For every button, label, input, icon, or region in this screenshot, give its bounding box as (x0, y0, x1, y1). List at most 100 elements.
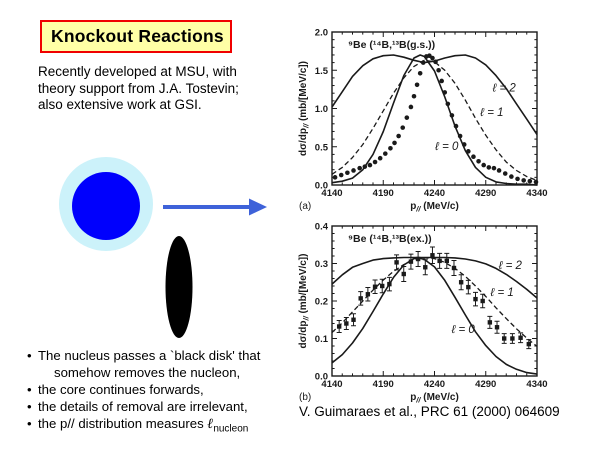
data-point (365, 292, 371, 297)
data-point (401, 271, 406, 277)
data-point (439, 78, 444, 84)
data-point (476, 158, 481, 164)
data-point (466, 284, 471, 290)
panel-label: (b) (299, 392, 311, 403)
bullet-text: the core continues forwards, (38, 382, 204, 397)
series-label-l0: ℓ = 0 (434, 141, 459, 153)
data-point (466, 149, 471, 154)
bullet-marker: • (27, 416, 32, 431)
data-point (451, 265, 457, 271)
data-point (367, 162, 373, 168)
data-point (473, 296, 478, 302)
bullet-text: somehow removes the nucleon, (54, 365, 241, 380)
data-point (527, 178, 533, 184)
nucleus-core-circle (72, 172, 140, 240)
x-axis-title: p// (MeV/c) (410, 201, 459, 214)
plot-frame (331, 31, 538, 186)
data-point (521, 178, 526, 183)
data-point (430, 253, 435, 258)
data-point (417, 71, 423, 76)
slide-title-box: Knockout Reactions (40, 20, 232, 53)
bullet-marker: • (27, 348, 32, 363)
x-tick-label: 4290 (475, 188, 496, 199)
slide-title: Knockout Reactions (51, 26, 224, 46)
x-tick-label: 4140 (321, 188, 342, 199)
data-point (444, 258, 449, 264)
data-point (336, 324, 342, 329)
data-point (377, 155, 383, 161)
data-point (372, 284, 378, 289)
curve-l1 (331, 257, 538, 347)
data-point (408, 259, 414, 264)
panel-label: (a) (299, 201, 311, 212)
data-point (457, 133, 463, 139)
y-tick-label: 0.0 (315, 372, 328, 383)
series-label-l1: ℓ = 1 (490, 287, 514, 299)
plot-frame (331, 225, 538, 377)
y-tick-label: 2.0 (315, 28, 328, 39)
knockout-diagram (59, 157, 267, 338)
data-point (420, 60, 426, 65)
y-axis-title: dσ/dp// (mb/[MeV/c]) (298, 61, 311, 156)
data-point (487, 320, 493, 325)
series-label-l2: ℓ = 2 (492, 83, 517, 95)
y-tick-label: 0.3 (315, 259, 328, 270)
x-axis-title: p// (MeV/c) (410, 392, 459, 405)
data-point (509, 174, 514, 179)
data-point (338, 172, 344, 178)
data-point (404, 115, 410, 120)
data-point (445, 101, 451, 107)
series-label-l0: ℓ = 0 (451, 324, 476, 336)
data-point (332, 175, 338, 180)
x-tick-label: 4340 (526, 188, 547, 199)
data-point (494, 325, 500, 330)
beam-arrow-head (249, 198, 267, 216)
y-tick-label: 1.5 (315, 66, 329, 77)
ell-symbol: ℓ (207, 416, 214, 432)
plot-title: ⁹Be (¹⁴B,¹³B(g.s.)) (348, 39, 435, 51)
x-tick-label: 4240 (424, 188, 445, 199)
data-point (423, 265, 428, 270)
data-point (400, 125, 406, 130)
y-tick-label: 0.1 (315, 334, 329, 345)
bullet-text: the details of removal are irrelevant, (38, 399, 248, 414)
bullet-line: • the details of removal are irrelevant, (27, 398, 317, 415)
data-point (453, 123, 459, 129)
bullet-text: The nucleus passes a `black disk' that (38, 348, 261, 363)
data-point (533, 179, 539, 185)
y-tick-label: 0.5 (315, 142, 329, 153)
y-tick-label: 0.0 (315, 181, 328, 192)
data-point (491, 165, 497, 171)
plot-area: 4140 4190 4240 4290 4340 0.0 0.1 0.2 0.3 0.4 ℓ = 2… (298, 222, 548, 405)
data-point (510, 336, 515, 341)
data-point (358, 296, 363, 301)
data-point (515, 176, 520, 182)
data-point (526, 341, 531, 347)
data-point (394, 260, 399, 265)
x-tick-label: 4340 (526, 379, 547, 390)
x-tick-label: 4190 (373, 379, 394, 390)
curve-l2 (331, 256, 538, 299)
data-point (344, 321, 349, 326)
data-point (380, 283, 385, 289)
data-point (502, 336, 507, 341)
data-point (437, 258, 442, 264)
data-point (502, 171, 508, 176)
plot-title: ⁹Be (¹⁴B,¹³B(ex.)) (348, 233, 432, 245)
data-point (471, 154, 476, 159)
data-point (415, 256, 421, 262)
data-point (461, 142, 467, 147)
bullet-line: somehow removes the nucleon, (27, 364, 317, 381)
bullet-line: • the core continues forwards, (27, 381, 317, 398)
x-tick-label: 4290 (475, 379, 496, 390)
black-disk (165, 236, 193, 338)
data-point (372, 159, 378, 165)
bullet-text: the p// distribution measures (38, 416, 208, 431)
data-point (351, 168, 356, 173)
bullet-marker: • (27, 382, 32, 397)
data-point (442, 90, 448, 95)
curve-l0 (331, 54, 538, 186)
bullet-line: • the p// distribution measures ℓnucleon (27, 415, 317, 438)
bullet-line: • The nucleus passes a `black disk' that (27, 347, 317, 364)
